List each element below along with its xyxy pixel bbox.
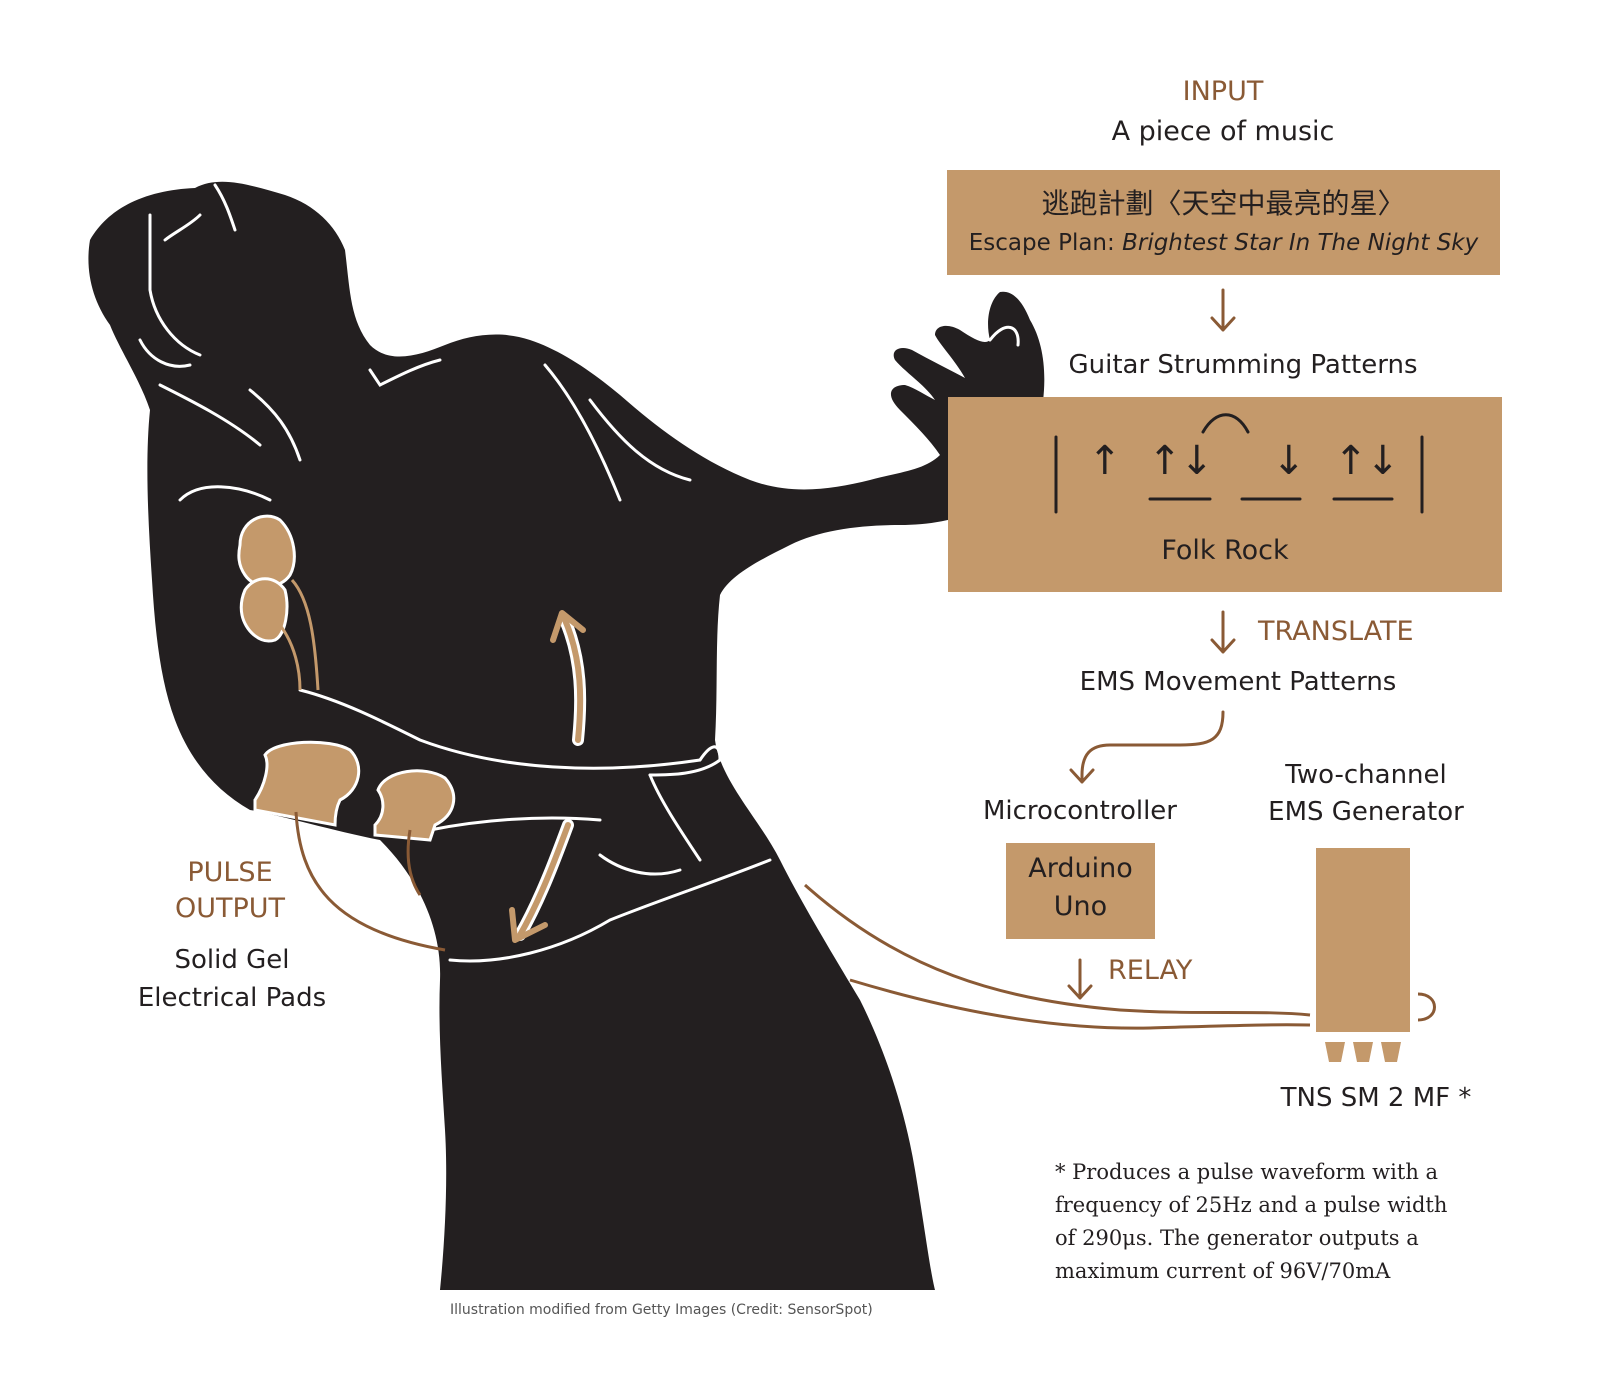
figure-silhouette bbox=[88, 181, 1045, 1291]
flow-arrows bbox=[1067, 288, 1236, 1000]
movement-arrows bbox=[509, 610, 587, 943]
upper-arm-pads bbox=[237, 514, 320, 691]
footnote-line3: of 290μs. The generator outputs a bbox=[1055, 1226, 1419, 1250]
ems-generator-device bbox=[1316, 848, 1436, 1062]
footnote-line4: maximum current of 96V/70mA bbox=[1055, 1259, 1391, 1283]
song-english-title: Escape Plan: Brightest Star In The Night… bbox=[947, 230, 1500, 256]
input-subtitle: A piece of music bbox=[1111, 116, 1335, 147]
strumming-heading: Guitar Strumming Patterns bbox=[1068, 350, 1418, 380]
strum-arrow-1: ↑ bbox=[1088, 438, 1122, 484]
arduino-line1: Arduino bbox=[1028, 853, 1133, 884]
footnote-line1: * Produces a pulse waveform with a bbox=[1055, 1160, 1439, 1184]
ems-movement-patterns: EMS Movement Patterns bbox=[1079, 667, 1397, 697]
pulse-desc-line2: Electrical Pads bbox=[137, 983, 327, 1013]
song-chinese-title: 逃跑計劃〈天空中最亮的星〉 bbox=[1041, 187, 1406, 220]
strumming-box: ↑ ↑ ↓ ↓ ↑ ↓ Folk Rock bbox=[948, 397, 1502, 592]
pulse-desc-line1: Solid Gel bbox=[174, 945, 290, 975]
generator-wires bbox=[804, 883, 1311, 1030]
pad-wires bbox=[294, 811, 446, 952]
generator-heading-line1: Two-channel bbox=[1285, 760, 1447, 790]
pulse-heading-line1: PULSE bbox=[187, 857, 273, 888]
input-heading: INPUT bbox=[1182, 76, 1264, 107]
generator-model: TNS SM 2 MF * bbox=[1280, 1083, 1472, 1113]
strumming-pattern-graphic bbox=[1054, 413, 1424, 514]
strum-arrow-5: ↑ bbox=[1334, 438, 1368, 484]
relay-label: RELAY bbox=[1108, 955, 1193, 986]
translate-label: TRANSLATE bbox=[1258, 616, 1414, 647]
pulse-heading-line2: OUTPUT bbox=[174, 893, 286, 924]
song-artist: Escape Plan: bbox=[968, 230, 1115, 256]
strum-arrow-6: ↓ bbox=[1366, 438, 1400, 484]
generator-heading-line2: EMS Generator bbox=[1268, 797, 1464, 827]
arduino-box: Arduino Uno bbox=[1006, 843, 1155, 939]
strumming-style: Folk Rock bbox=[1161, 535, 1289, 566]
song-title-en: Brightest Star In The Night Sky bbox=[1122, 230, 1479, 256]
tie-arc bbox=[1201, 413, 1250, 434]
microcontroller-heading: Microcontroller bbox=[982, 796, 1177, 826]
image-credit: Illustration modified from Getty Images … bbox=[450, 1302, 873, 1318]
song-box: 逃跑計劃〈天空中最亮的星〉 Escape Plan: Brightest Sta… bbox=[947, 170, 1500, 275]
strum-arrow-3: ↓ bbox=[1180, 438, 1214, 484]
strum-arrow-4: ↓ bbox=[1272, 438, 1306, 484]
waist-pads bbox=[253, 740, 456, 842]
footnote-line2: frequency of 25Hz and a pulse width bbox=[1055, 1193, 1448, 1217]
arduino-line2: Uno bbox=[1053, 891, 1108, 922]
strum-arrow-2: ↑ bbox=[1148, 438, 1182, 484]
